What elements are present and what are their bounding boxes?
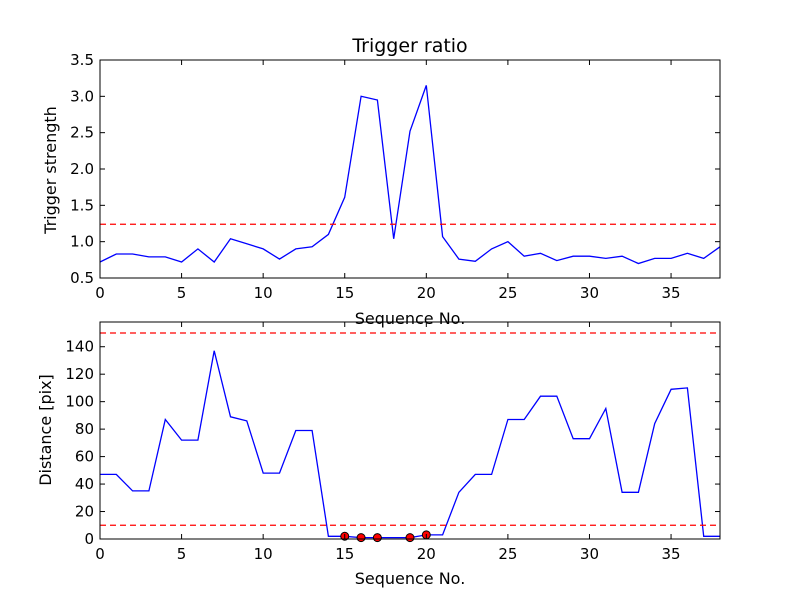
distance-plot-area: 0 5 10 15 20 25 30 35 0 20 40 60 80 100 120 140 [65, 321, 721, 563]
trigger-ratio-panel: Trigger ratio 0 5 10 15 20 25 30 35 0.5 1.0 1.5 2.0… [41, 35, 721, 328]
data-marker [356, 533, 366, 543]
x-tick-label: 25 [498, 284, 517, 302]
data-marker [372, 533, 382, 543]
y-tick-label: 2.0 [70, 160, 94, 178]
series-line [99, 85, 721, 265]
y-axis-label: Trigger strength [41, 106, 60, 235]
x-tick-label: 20 [417, 284, 436, 302]
y-tick-label: 20 [75, 503, 94, 521]
y-tick-label: 3.0 [70, 87, 94, 105]
x-axis-label: Sequence No. [355, 569, 466, 588]
y-tick-label: 60 [75, 448, 94, 466]
x-tick-label: 0 [95, 545, 105, 563]
y-tick-label: 2.5 [70, 124, 94, 142]
x-tick-label: 30 [580, 545, 599, 563]
y-tick-label: 80 [75, 420, 94, 438]
trigger-plot-area: 0 5 10 15 20 25 30 35 0.5 1.0 1.5 2.0 2.5 3.0 3.5 [70, 51, 721, 302]
y-tick-label: 120 [65, 365, 94, 383]
x-tick-label: 35 [662, 545, 681, 563]
x-tick-label: 0 [95, 284, 105, 302]
plot-frame [99, 59, 721, 279]
y-axis-label: Distance [pix] [36, 374, 55, 486]
x-tick-label: 15 [335, 545, 354, 563]
x-axis-label: Sequence No. [355, 309, 466, 328]
plot-frame [99, 321, 721, 540]
y-tick-label: 0.5 [70, 269, 94, 287]
y-tick-label: 140 [65, 338, 94, 356]
distance-panel: 0 5 10 15 20 25 30 35 0 20 40 60 80 100 120 140 Sequenc… [36, 321, 721, 588]
x-tick-label: 20 [417, 545, 436, 563]
y-tick-label: 1.0 [70, 233, 94, 251]
y-tick-label: 3.5 [70, 51, 94, 69]
data-marker [405, 533, 415, 543]
x-tick-label: 15 [335, 284, 354, 302]
x-tick-label: 10 [254, 545, 273, 563]
x-tick-label: 5 [177, 545, 187, 563]
series-line [100, 350, 720, 539]
y-tick-label: 40 [75, 475, 94, 493]
y-tick-label: 1.5 [70, 196, 94, 214]
chart-title: Trigger ratio [351, 35, 467, 57]
x-tick-label: 5 [177, 284, 187, 302]
x-tick-label: 30 [580, 284, 599, 302]
x-tick-label: 10 [254, 284, 273, 302]
x-tick-label: 35 [662, 284, 681, 302]
y-tick-label: 0 [84, 530, 94, 548]
y-tick-label: 100 [65, 393, 94, 411]
x-tick-label: 25 [498, 545, 517, 563]
